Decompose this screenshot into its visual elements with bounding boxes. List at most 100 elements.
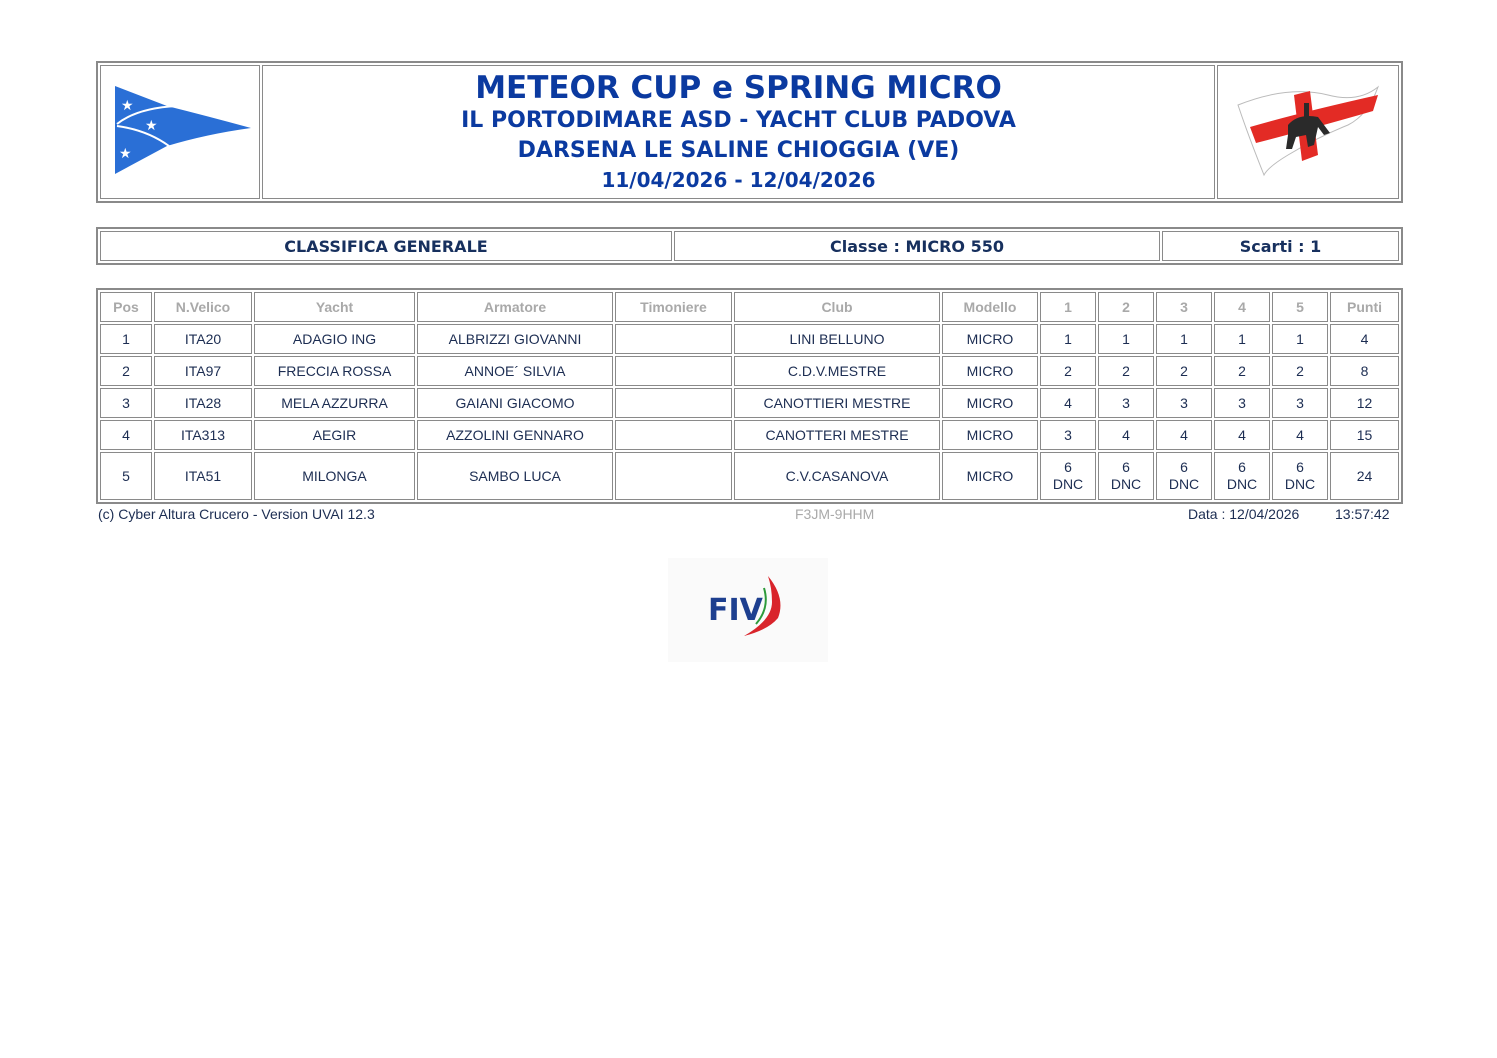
cell-yacht: AEGIR [254, 420, 415, 450]
cell-race-1: 6 DNC [1040, 452, 1096, 500]
cell-race-1: 4 [1040, 388, 1096, 418]
event-dates: 11/04/2026 - 12/04/2026 [601, 168, 876, 192]
cell-owner: SAMBO LUCA [417, 452, 613, 500]
cell-race-5: 3 [1272, 388, 1328, 418]
cell-race-2: 3 [1098, 388, 1154, 418]
cell-race-2: 1 [1098, 324, 1154, 354]
race-score: 4 [1122, 427, 1130, 443]
cell-model: MICRO [942, 420, 1038, 450]
cell-yacht: MILONGA [254, 452, 415, 500]
cell-sail: ITA51 [154, 452, 252, 500]
cell-pos: 1 [100, 324, 152, 354]
race-score: 1 [1296, 331, 1304, 347]
event-venue: DARSENA LE SALINE CHIOGGIA (VE) [517, 138, 960, 163]
cell-pos: 5 [100, 452, 152, 500]
race-code: DNC [1226, 476, 1258, 492]
cell-club: C.D.V.MESTRE [734, 356, 940, 386]
cell-race-5: 2 [1272, 356, 1328, 386]
cell-points: 4 [1330, 324, 1399, 354]
left-logo-cell: ★ ★ ★ [100, 65, 260, 199]
table-header-row: Pos N.Velico Yacht Armatore Timoniere Cl… [100, 292, 1399, 322]
svg-text:FIV: FIV [708, 593, 764, 628]
cell-race-3: 6 DNC [1156, 452, 1212, 500]
cell-pos: 3 [100, 388, 152, 418]
cell-pos: 2 [100, 356, 152, 386]
table-row: 4 ITA313 AEGIR AZZOLINI GENNARO CANOTTERI ME… [100, 420, 1399, 450]
cell-points: 8 [1330, 356, 1399, 386]
right-logo-cell [1217, 65, 1399, 199]
cell-sail: ITA313 [154, 420, 252, 450]
race-score: 4 [1180, 427, 1188, 443]
race-score: 1 [1238, 331, 1246, 347]
cell-model: MICRO [942, 324, 1038, 354]
table-row: 2 ITA97 FRECCIA ROSSA ANNOE´ SILVIA C.D.V.ME… [100, 356, 1399, 386]
race-score: 2 [1238, 363, 1246, 379]
cell-pos: 4 [100, 420, 152, 450]
cell-race-2: 2 [1098, 356, 1154, 386]
cell-race-4: 2 [1214, 356, 1270, 386]
race-code: DNC [1168, 476, 1200, 492]
race-score: 6 [1180, 459, 1188, 475]
race-code: DNC [1284, 476, 1316, 492]
cell-owner: ANNOE´ SILVIA [417, 356, 613, 386]
class-bar: CLASSIFICA GENERALE Classe : MICRO 550 S… [96, 227, 1403, 265]
svg-text:★: ★ [119, 145, 132, 161]
cell-race-4: 3 [1214, 388, 1270, 418]
cell-helm [615, 452, 732, 500]
event-organizers: IL PORTODIMARE ASD - YACHT CLUB PADOVA [461, 108, 1016, 133]
cell-race-2: 4 [1098, 420, 1154, 450]
race-code: DNC [1110, 476, 1142, 492]
cell-race-1: 2 [1040, 356, 1096, 386]
cell-race-5: 4 [1272, 420, 1328, 450]
col-race-1: 1 [1040, 292, 1096, 322]
race-score: 3 [1296, 395, 1304, 411]
cell-race-4: 1 [1214, 324, 1270, 354]
cell-owner: AZZOLINI GENNARO [417, 420, 613, 450]
event-header: ★ ★ ★ METEOR CUP e SPRING MICRO IL PORTO… [96, 61, 1403, 203]
race-score: 4 [1064, 395, 1072, 411]
svg-text:★: ★ [145, 117, 158, 133]
cell-owner: ALBRIZZI GIOVANNI [417, 324, 613, 354]
cell-race-5: 1 [1272, 324, 1328, 354]
svg-text:★: ★ [121, 97, 134, 113]
race-score: 2 [1296, 363, 1304, 379]
col-pos: Pos [100, 292, 152, 322]
cell-points: 12 [1330, 388, 1399, 418]
race-score: 2 [1064, 363, 1072, 379]
cell-model: MICRO [942, 388, 1038, 418]
cell-club: LINI BELLUNO [734, 324, 940, 354]
cell-model: MICRO [942, 452, 1038, 500]
cell-race-1: 3 [1040, 420, 1096, 450]
cell-club: C.V.CASANOVA [734, 452, 940, 500]
cell-helm [615, 388, 732, 418]
race-score: 6 [1296, 459, 1304, 475]
event-title-cell: METEOR CUP e SPRING MICRO IL PORTODIMARE… [262, 65, 1215, 199]
padova-flag-logo [1237, 85, 1380, 176]
cell-points: 24 [1330, 452, 1399, 500]
report-date: Data : 12/04/2026 [1188, 506, 1300, 522]
race-score: 1 [1180, 331, 1188, 347]
table-row: 1 ITA20 ADAGIO ING ALBRIZZI GIOVANNI LINI BE… [100, 324, 1399, 354]
race-score: 6 [1064, 459, 1072, 475]
race-score: 4 [1238, 427, 1246, 443]
cell-race-3: 1 [1156, 324, 1212, 354]
race-score: 3 [1122, 395, 1130, 411]
results-table: Pos N.Velico Yacht Armatore Timoniere Cl… [96, 288, 1403, 504]
fiv-logo: FIV [668, 558, 828, 662]
ranking-label: CLASSIFICA GENERALE [100, 231, 672, 261]
fiv-logo-graphic: FIV [708, 576, 781, 636]
col-helm: Timoniere [615, 292, 732, 322]
class-label: Classe : MICRO 550 [674, 231, 1160, 261]
cell-sail: ITA97 [154, 356, 252, 386]
cell-yacht: ADAGIO ING [254, 324, 415, 354]
cell-points: 15 [1330, 420, 1399, 450]
col-model: Modello [942, 292, 1038, 322]
race-score: 2 [1180, 363, 1188, 379]
table-row: 5 ITA51 MILONGA SAMBO LUCA C.V.CASANOVA MICRO… [100, 452, 1399, 500]
race-score: 3 [1064, 427, 1072, 443]
cell-owner: GAIANI GIACOMO [417, 388, 613, 418]
cell-race-2: 6 DNC [1098, 452, 1154, 500]
cell-helm [615, 324, 732, 354]
cell-race-4: 6 DNC [1214, 452, 1270, 500]
cell-race-3: 2 [1156, 356, 1212, 386]
